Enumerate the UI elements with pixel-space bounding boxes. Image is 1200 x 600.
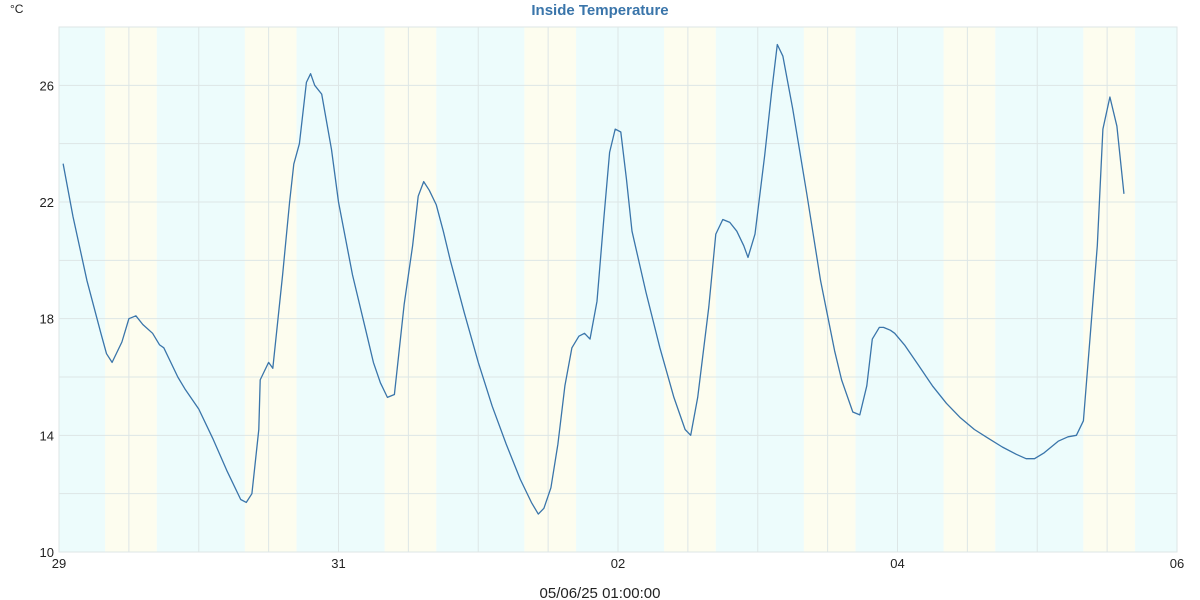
chart-title: Inside Temperature [531, 2, 668, 19]
night-band-8 [576, 27, 665, 552]
day-band-9 [664, 27, 716, 552]
y-axis-ticks: 10 14 18 22 26 [40, 78, 54, 560]
y-tick-label-22: 22 [40, 195, 54, 210]
x-tick-label-29: 29 [52, 556, 66, 571]
y-axis-unit-label: °C [10, 2, 24, 16]
y-tick-label-18: 18 [40, 312, 54, 327]
night-band-14 [995, 27, 1084, 552]
plot-frame [58, 26, 1178, 553]
night-band-10 [715, 27, 804, 552]
day-night-bands [59, 27, 1177, 552]
x-tick-label-04: 04 [890, 556, 904, 571]
timestamp-footer: 05/06/25 01:00:00 [540, 585, 661, 600]
day-band-15 [1083, 27, 1136, 552]
night-band-6 [436, 27, 525, 552]
day-band-3 [244, 27, 297, 552]
temperature-series-line-0 [62, 43, 1125, 515]
series-group [62, 43, 1125, 515]
y-tick-label-10: 10 [40, 545, 54, 560]
x-tick-label-02: 02 [611, 556, 625, 571]
night-band-2 [156, 27, 245, 552]
x-tick-label-31: 31 [331, 556, 345, 571]
night-band-12 [855, 27, 944, 552]
y-tick-label-14: 14 [40, 428, 54, 443]
day-band-11 [803, 27, 856, 552]
x-tick-label-06: 06 [1170, 556, 1184, 571]
night-band-16 [1135, 27, 1177, 552]
x-axis-ticks: 29 31 02 04 06 [52, 556, 1184, 571]
day-band-5 [384, 27, 437, 552]
night-band-0 [59, 27, 106, 552]
day-band-13 [943, 27, 996, 552]
day-band-7 [524, 27, 577, 552]
day-band-1 [105, 27, 157, 552]
night-band-4 [296, 27, 385, 552]
y-tick-label-26: 26 [40, 78, 54, 93]
